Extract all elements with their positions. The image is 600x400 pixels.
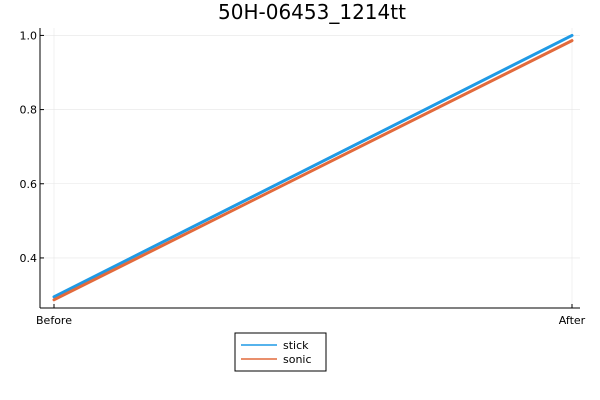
- series-line-stick: [52, 33, 574, 299]
- y-tick-label: 0.4: [20, 252, 38, 265]
- tick-labels: 0.4 0.6 0.8 1.0 Before After: [20, 29, 586, 327]
- legend-label-sonic: sonic: [283, 353, 312, 366]
- axes: [39, 28, 580, 309]
- series-lines: [52, 33, 574, 302]
- y-tick-label: 1.0: [20, 29, 38, 42]
- grid: [40, 28, 580, 308]
- x-tick-label: Before: [36, 314, 72, 327]
- chart-title: 50H-06453_1214tt: [218, 0, 406, 24]
- series-line-sonic: [52, 39, 574, 302]
- y-tick-label: 0.8: [20, 104, 38, 117]
- x-tick-label: After: [559, 314, 586, 327]
- legend-box: [234, 332, 327, 372]
- y-tick-label: 0.6: [20, 178, 38, 191]
- legend-label-stick: stick: [283, 339, 309, 352]
